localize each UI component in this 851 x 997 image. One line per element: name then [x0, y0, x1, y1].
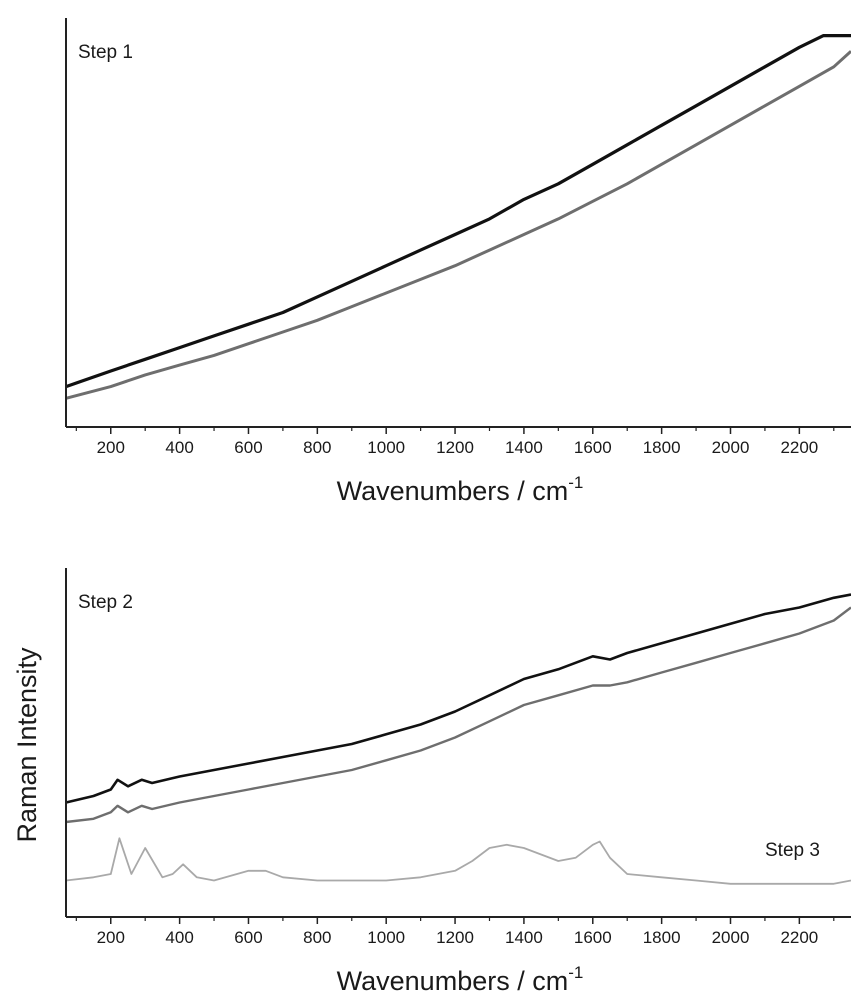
panel-2-x-tick-label: 1800 [643, 928, 681, 947]
panel-2-x-tick-label: 400 [165, 928, 193, 947]
panel-1-series-2-line [65, 50, 851, 400]
y-axis-label: Raman Intensity [12, 647, 42, 843]
panel-1-x-tick-label: 1800 [643, 438, 681, 457]
panel-1-x-tick-label: 800 [303, 438, 331, 457]
panel-1-ticks: 200 400 600 800 1000 1200 1400 1600 1800 2000 2200 [75, 427, 835, 457]
panel-2-x-axis-title: Wavenumbers / cm-1 [337, 963, 584, 996]
panel-1-plot [65, 34, 851, 400]
panel-2-x-tick-label: 2200 [780, 928, 818, 947]
panel-2-x-tick-label: 200 [97, 928, 125, 947]
panel-2-series-3-line [65, 837, 851, 885]
panel-1-x-tick-label: 1200 [436, 438, 474, 457]
panel-1-x-tick-label: 2200 [780, 438, 818, 457]
panel-2-series-2-line [65, 606, 851, 824]
panel-2-x-tick-label: 2000 [712, 928, 750, 947]
panel-1-series-1-line [65, 34, 851, 389]
panel-1-x-tick-label: 200 [97, 438, 125, 457]
panel-1-step-label: Step 1 [78, 42, 133, 63]
panel-1-x-tick-label: 1600 [574, 438, 612, 457]
panel-2-step-3-label: Step 3 [765, 840, 820, 861]
panel-2-x-tick-label: 600 [234, 928, 262, 947]
panel-2-x-tick-label: 1200 [436, 928, 474, 947]
panel-1-x-tick-label: 2000 [712, 438, 750, 457]
panel-2-plot [65, 593, 851, 885]
panel-step-1: 200 400 600 800 1000 1200 1400 1600 1800 2000 2200… [65, 18, 851, 506]
panel-2-series-1-line [65, 593, 851, 804]
panel-1-x-tick-label: 1000 [367, 438, 405, 457]
panel-2-x-tick-label: 1000 [367, 928, 405, 947]
panel-2-x-tick-label: 1600 [574, 928, 612, 947]
panel-2-step-2-label: Step 2 [78, 592, 133, 613]
panel-step-2-3: 200 400 600 800 1000 1200 1400 1600 1800 2000 2200… [65, 568, 851, 996]
panel-1-x-tick-label: 400 [165, 438, 193, 457]
panel-1-x-tick-label: 1400 [505, 438, 543, 457]
panel-1-x-tick-label: 600 [234, 438, 262, 457]
panel-2-ticks: 200 400 600 800 1000 1200 1400 1600 1800 2000 2200 [75, 917, 835, 947]
panel-1-x-axis-title: Wavenumbers / cm-1 [337, 473, 584, 506]
panel-2-x-tick-label: 800 [303, 928, 331, 947]
panel-2-x-tick-label: 1400 [505, 928, 543, 947]
